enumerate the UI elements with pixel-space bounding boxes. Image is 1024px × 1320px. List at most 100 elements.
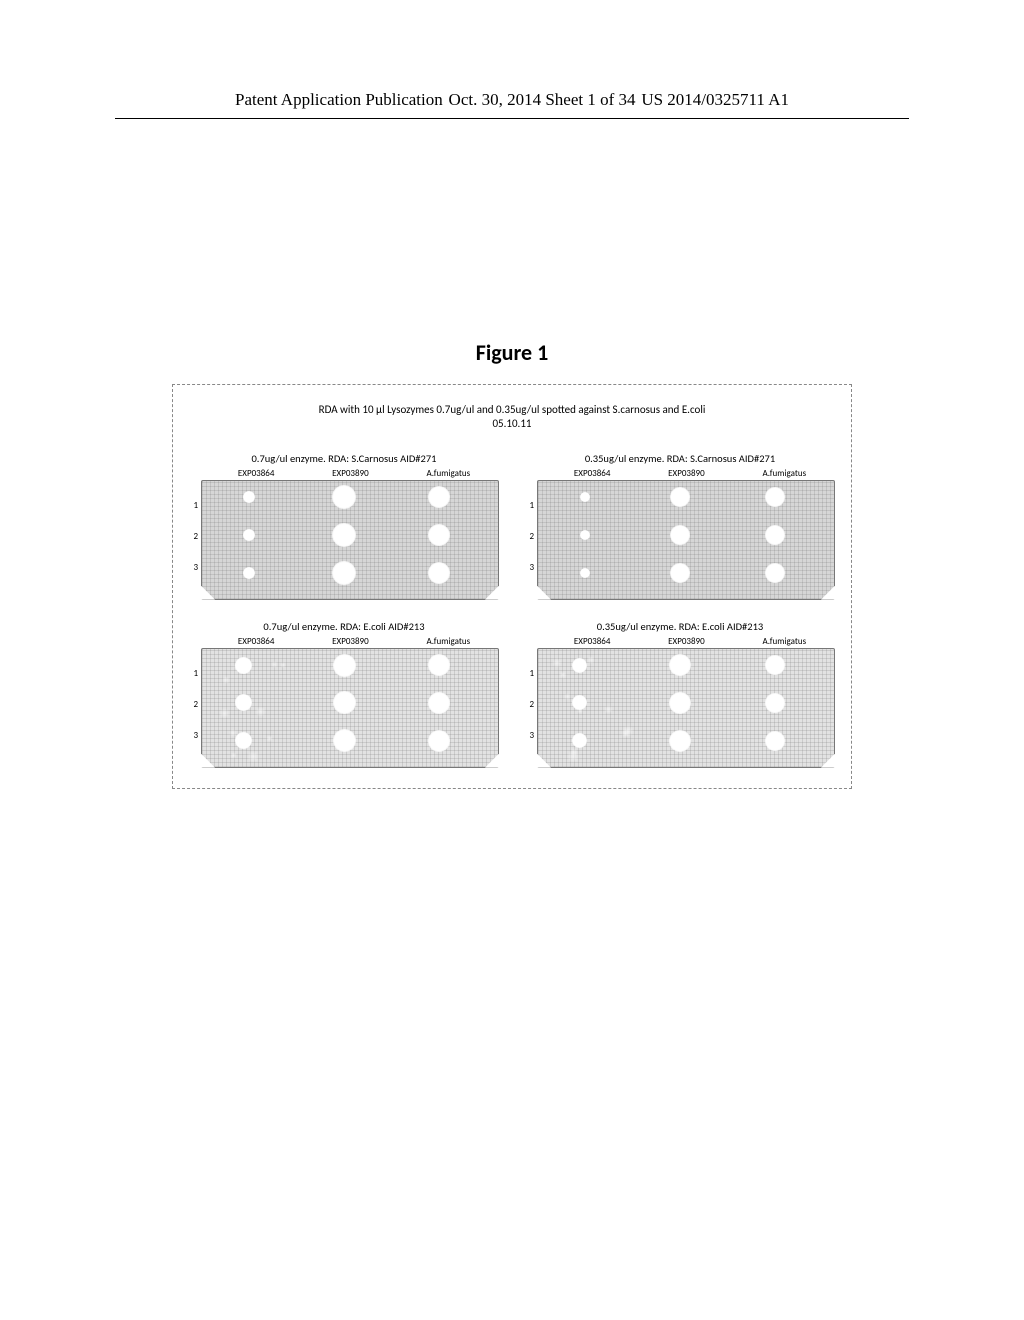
column-labels: EXP03864 EXP03890 A.fumigatus xyxy=(189,636,499,647)
clearing-halo xyxy=(428,730,450,752)
plate-block: 0.35ug/ul enzyme. RDA: E.coli AID#213 EXP… xyxy=(525,620,835,768)
noise-blob xyxy=(280,662,286,668)
row-label: 1 xyxy=(189,668,198,679)
clearing-halo xyxy=(670,563,690,583)
clearing-halo xyxy=(669,654,691,676)
row-label: 2 xyxy=(189,531,198,542)
noise-blob xyxy=(271,661,278,668)
clearing-halo xyxy=(235,732,252,749)
noise-blob xyxy=(552,658,562,668)
clearing-halo xyxy=(580,530,590,540)
page-header: Patent Application Publication Oct. 30, … xyxy=(115,0,909,119)
clearing-halo xyxy=(765,731,785,751)
plate-area: 1 2 3 xyxy=(189,648,499,768)
row-label: 1 xyxy=(525,668,534,679)
col-label: A.fumigatus xyxy=(426,636,470,647)
figure-title: Figure 1 xyxy=(0,339,1024,366)
clearing-halo xyxy=(580,568,590,578)
clearing-halo xyxy=(333,691,356,714)
clearing-halo xyxy=(428,486,450,508)
col-label: EXP03890 xyxy=(668,468,705,479)
column-labels: EXP03864EXP03890A.fumigatus xyxy=(525,636,835,647)
clearing-halo xyxy=(572,733,587,748)
noise-blob xyxy=(219,708,230,719)
header-left: Patent Application Publication xyxy=(235,90,443,110)
clearing-halo xyxy=(243,491,255,503)
noise-blob xyxy=(587,656,595,664)
plates-container: 0.7ug/ul enzyme. RDA: S.Carnosus AID#271… xyxy=(189,452,835,768)
plate-block: 0.7ug/ul enzyme. RDA: S.Carnosus AID#271… xyxy=(189,452,499,600)
clearing-halo xyxy=(428,692,450,714)
clearing-halo xyxy=(243,567,255,579)
assay-plate xyxy=(537,648,835,768)
clearing-halo xyxy=(333,729,356,752)
figure-caption: RDA with 10 µl Lysozymes 0.7ug/ul and 0.… xyxy=(189,403,835,432)
row-label: 2 xyxy=(189,699,198,710)
plate-area: 1 2 3 xyxy=(525,648,835,768)
row-label: 3 xyxy=(525,562,534,573)
noise-blob xyxy=(255,706,266,717)
row-labels: 1 2 3 xyxy=(525,480,537,600)
col-label: EXP03890 xyxy=(332,636,369,647)
col-label: EXP03864 xyxy=(574,468,611,479)
caption-line1: RDA with 10 µl Lysozymes 0.7ug/ul and 0.… xyxy=(319,403,706,416)
noise-blob xyxy=(621,729,630,738)
clearing-halo xyxy=(332,561,356,585)
row-label: 3 xyxy=(189,730,198,741)
clearing-halo xyxy=(670,525,690,545)
plate-title: 0.7ug/ul enzyme. RDA: S.Carnosus AID#271 xyxy=(189,452,499,465)
plates-row: 0.7ug/ul enzyme. RDA: S.Carnosus AID#271… xyxy=(189,452,835,600)
clearing-halo xyxy=(765,693,785,713)
clearing-halo xyxy=(765,525,785,545)
clearing-halo xyxy=(670,487,690,507)
plates-row: 0.7ug/ul enzyme. RDA: E.coli AID#213 EXP0… xyxy=(189,620,835,768)
assay-plate xyxy=(537,480,835,600)
col-label: A.fumigatus xyxy=(762,468,806,479)
clearing-halo xyxy=(572,658,587,673)
col-label: EXP03890 xyxy=(668,636,705,647)
caption-line2: 05.10.11 xyxy=(492,417,531,430)
noise-blob xyxy=(230,752,237,759)
column-labels: EXP03864 EXP03890 A.fumigatus xyxy=(525,468,835,479)
clearing-halo xyxy=(572,695,587,710)
plate-block: 0.35ug/ul enzyme. RDA: S.Carnosus AID#27… xyxy=(525,452,835,600)
clearing-halo xyxy=(235,694,252,711)
clearing-halo xyxy=(428,562,450,584)
column-labels: EXP03864EXP03890A.fumigatus xyxy=(189,468,499,479)
row-label: 2 xyxy=(525,531,534,542)
clearing-halo xyxy=(765,563,785,583)
clearing-halo xyxy=(765,655,785,675)
col-label: A.fumigatus xyxy=(762,636,806,647)
clearing-halo xyxy=(428,524,450,546)
noise-blob xyxy=(266,735,273,742)
row-labels: 1 2 3 xyxy=(525,648,537,768)
row-label: 1 xyxy=(189,500,198,511)
row-label: 3 xyxy=(525,730,534,741)
clearing-halo xyxy=(333,654,356,677)
clearing-halo xyxy=(332,485,356,509)
plate-title: 0.35ug/ul enzyme. RDA: E.coli AID#213 xyxy=(525,620,835,633)
noise-blob xyxy=(247,750,260,763)
clearing-halo xyxy=(765,487,785,507)
clearing-halo xyxy=(580,492,590,502)
row-label: 2 xyxy=(525,699,534,710)
row-labels: 1 2 3 xyxy=(189,648,201,768)
clearing-halo xyxy=(428,654,450,676)
header-center: Oct. 30, 2014 Sheet 1 of 34 xyxy=(449,90,636,110)
noise-blob xyxy=(222,676,230,684)
noise-blob xyxy=(604,705,613,714)
noise-blob xyxy=(567,750,580,763)
clearing-halo xyxy=(235,657,252,674)
header-right: US 2014/0325711 A1 xyxy=(641,90,789,110)
plate-title: 0.7ug/ul enzyme. RDA: E.coli AID#213 xyxy=(189,620,499,633)
row-label: 1 xyxy=(525,500,534,511)
col-label: EXP03864 xyxy=(238,636,275,647)
figure-container: RDA with 10 µl Lysozymes 0.7ug/ul and 0.… xyxy=(172,384,852,789)
noise-blob xyxy=(559,671,567,679)
plate-title: 0.35ug/ul enzyme. RDA: S.Carnosus AID#27… xyxy=(525,452,835,465)
assay-plate xyxy=(201,648,499,768)
col-label: EXP03890 xyxy=(332,468,369,479)
plate-area: 123 xyxy=(189,480,499,600)
clearing-halo xyxy=(669,730,691,752)
assay-plate xyxy=(201,480,499,600)
